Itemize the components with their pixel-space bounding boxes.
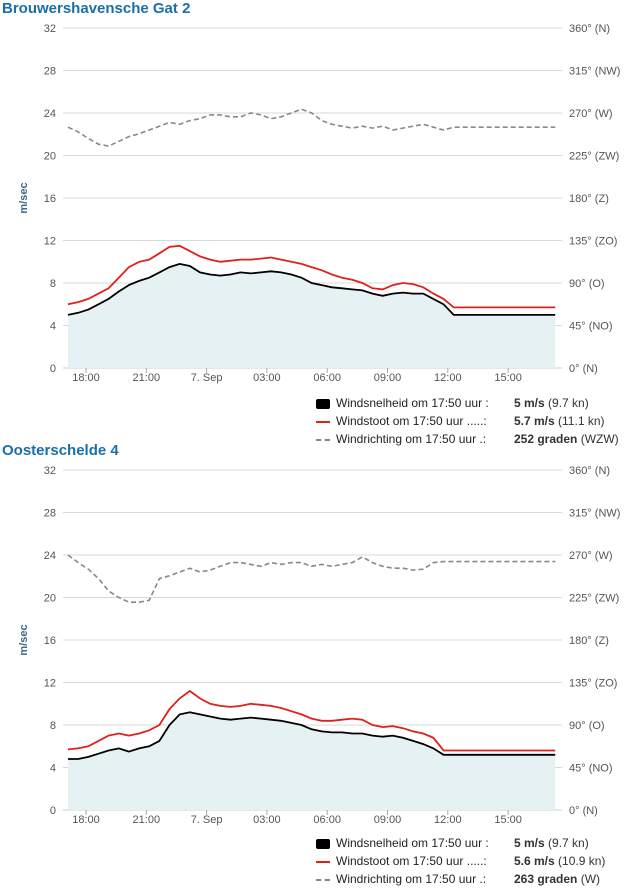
wind-speed-area: [68, 712, 556, 810]
chart-plot: 0 0° (N) 4 45° (NO) 8 90° (O) 12 135° (ZO) 16 180…: [18, 465, 620, 826]
x-tick-label: 18:00: [72, 372, 100, 384]
legend-label: Windrichting om 17:50 uur .:: [336, 872, 487, 886]
y2-tick-label: 225° (ZW): [569, 593, 619, 605]
x-tick-label: 7. Sep: [191, 372, 223, 384]
x-tick-label: 06:00: [313, 372, 341, 384]
y2-tick-label: 135° (ZO): [569, 236, 617, 248]
y2-tick-label: 45° (NO): [569, 763, 613, 775]
chart-panel-oosterschelde: Oosterschelde 4 0 0° (N) 4 45° (NO) 8 90° (O)…: [0, 442, 632, 886]
x-tick-label: 03:00: [253, 372, 281, 384]
x-tick-label: 15:00: [494, 372, 522, 384]
legend-extra: (W): [580, 872, 601, 886]
y2-tick-label: 90° (O): [569, 278, 605, 290]
y-tick-label: 24: [44, 108, 56, 120]
series-line-wind-speed: [68, 711, 556, 760]
legend-value: 5.7 m/s (11.1 kn): [514, 414, 605, 428]
y2-tick-label: 225° (ZW): [569, 151, 619, 163]
x-tick-label: 15:00: [494, 814, 522, 826]
y2-tick-label: 360° (N): [569, 23, 610, 35]
legend-extra: (9.7 kn): [548, 836, 589, 850]
x-tick-label: 06:00: [313, 814, 341, 826]
y-tick-label: 8: [50, 278, 56, 290]
legend-value: 263 graden (W): [514, 872, 601, 886]
legend-value: 5 m/s (9.7 kn): [514, 836, 589, 850]
legend-extra: (10.9 kn): [558, 854, 606, 868]
legend-extra: (11.1 kn): [558, 414, 605, 428]
y-tick-label: 20: [44, 151, 56, 163]
legend-label: Windsnelheid om 17:50 uur :: [336, 836, 489, 850]
y-axis-label: m/sec: [18, 624, 30, 655]
y-tick-label: 32: [44, 465, 56, 477]
y-tick-label: 16: [44, 635, 56, 647]
legend-swatch: [316, 839, 330, 849]
x-tick-label: 09:00: [374, 372, 402, 384]
legend-swatch: [316, 861, 330, 863]
y2-tick-label: 0° (N): [569, 363, 598, 375]
legend-extra: (9.7 kn): [548, 396, 589, 410]
y-tick-label: 28: [44, 66, 56, 78]
x-tick-label: 21:00: [133, 372, 161, 384]
legend-swatch: [316, 879, 330, 881]
series-line-wind-gust: [67, 244, 556, 309]
legend-label: Windstoot om 17:50 uur .....:: [336, 854, 487, 868]
legend-label: Windsnelheid om 17:50 uur :: [336, 396, 489, 410]
legend-label: Windstoot om 17:50 uur .....:: [336, 414, 487, 428]
x-tick-label: 7. Sep: [191, 814, 223, 826]
y-tick-label: 20: [44, 593, 56, 605]
y2-tick-label: 315° (NW): [569, 508, 620, 520]
y-axis-label: m/sec: [18, 182, 30, 213]
x-tick-label: 03:00: [253, 814, 281, 826]
y-tick-label: 0: [50, 363, 56, 375]
legend-extra: (WZW): [580, 432, 619, 446]
y2-tick-label: 270° (W): [569, 108, 613, 120]
x-tick-label: 12:00: [434, 372, 462, 384]
y-tick-label: 16: [44, 193, 56, 205]
y2-tick-label: 360° (N): [569, 465, 610, 477]
legend-label: Windrichting om 17:50 uur .:: [336, 432, 487, 446]
y-tick-label: 4: [50, 763, 56, 775]
legend-swatch: [316, 421, 330, 423]
y2-tick-label: 315° (NW): [569, 66, 620, 78]
y-tick-label: 32: [44, 23, 56, 35]
y-tick-label: 12: [44, 236, 56, 248]
y-tick-label: 4: [50, 321, 56, 333]
x-tick-label: 12:00: [434, 814, 462, 826]
series-line-wind-speed: [67, 262, 556, 316]
legend-value: 5 m/s (9.7 kn): [514, 396, 589, 410]
legend-swatch: [316, 439, 330, 441]
y2-tick-label: 90° (O): [569, 720, 605, 732]
y2-tick-label: 180° (Z): [569, 635, 609, 647]
legend-value: 252 graden (WZW): [514, 432, 619, 446]
legend-swatch: [316, 399, 330, 409]
x-tick-label: 18:00: [72, 814, 100, 826]
y-tick-label: 8: [50, 720, 56, 732]
wind-speed-area: [68, 263, 556, 368]
legend-value: 5.6 m/s (10.9 kn): [514, 854, 606, 868]
chart-title: Brouwershavensche Gat 2: [2, 0, 191, 17]
chart-panel-brouwershavensche-gat: Brouwershavensche Gat 2 0 0° (N) 4 45° (NO)…: [0, 0, 632, 446]
series-line-wind-direction: [67, 108, 556, 147]
y-tick-label: 28: [44, 508, 56, 520]
series-line-wind-direction: [67, 554, 556, 603]
series-line-wind-gust: [67, 689, 556, 752]
x-tick-label: 09:00: [374, 814, 402, 826]
y2-tick-label: 0° (N): [569, 805, 598, 817]
y2-tick-label: 135° (ZO): [569, 678, 617, 690]
chart-plot: 0 0° (N) 4 45° (NO) 8 90° (O) 12 135° (ZO) 16 180…: [18, 23, 620, 384]
y-tick-label: 12: [44, 678, 56, 690]
chart-title: Oosterschelde 4: [2, 442, 119, 459]
y2-tick-label: 180° (Z): [569, 193, 609, 205]
x-tick-label: 21:00: [133, 814, 161, 826]
y2-tick-label: 45° (NO): [569, 321, 613, 333]
y-tick-label: 24: [44, 550, 56, 562]
y2-tick-label: 270° (W): [569, 550, 613, 562]
y-tick-label: 0: [50, 805, 56, 817]
